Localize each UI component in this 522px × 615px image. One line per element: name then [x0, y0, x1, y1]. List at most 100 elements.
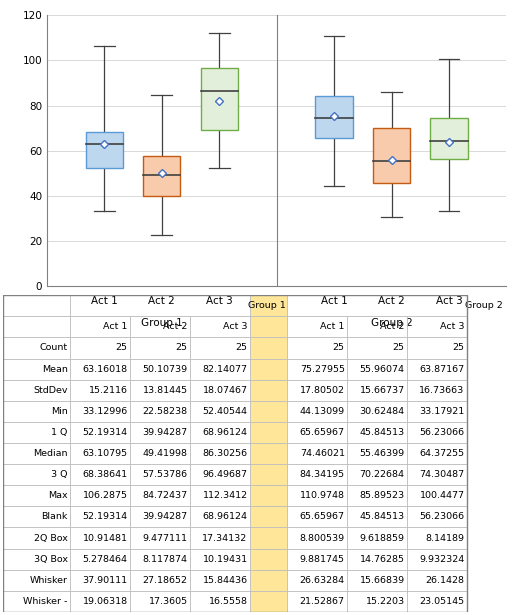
Bar [287, 338, 347, 359]
Text: 84.72437: 84.72437 [143, 491, 187, 500]
Text: 25: 25 [393, 344, 405, 352]
Bar [250, 528, 287, 549]
Text: Whisker -: Whisker - [23, 597, 68, 606]
Text: Max: Max [48, 491, 68, 500]
Bar [250, 549, 287, 569]
Bar [3, 549, 70, 569]
Bar [347, 422, 407, 443]
Text: 45.84513: 45.84513 [360, 512, 405, 522]
Text: 17.80502: 17.80502 [300, 386, 345, 395]
Text: 52.19314: 52.19314 [82, 512, 128, 522]
Text: 57.53786: 57.53786 [143, 470, 187, 479]
Bar [287, 549, 347, 569]
Bar [347, 359, 407, 379]
Bar [407, 443, 467, 464]
Bar [287, 359, 347, 379]
Bar [130, 549, 189, 569]
Text: 52.40544: 52.40544 [203, 407, 247, 416]
Text: 68.96124: 68.96124 [203, 428, 247, 437]
Text: 3 Q: 3 Q [51, 470, 68, 479]
Bar [250, 401, 287, 422]
Bar [3, 506, 70, 528]
Text: 50.10739: 50.10739 [143, 365, 187, 373]
Text: 14.76285: 14.76285 [360, 555, 405, 563]
Bar [70, 422, 130, 443]
Text: 16.73663: 16.73663 [419, 386, 465, 395]
Text: Act 1: Act 1 [321, 322, 345, 331]
Bar [250, 569, 287, 591]
Bar [250, 528, 287, 549]
Bar [407, 379, 467, 401]
Text: 10.19431: 10.19431 [203, 555, 247, 563]
Text: 39.94287: 39.94287 [143, 428, 187, 437]
Bar [315, 96, 353, 138]
Text: 25: 25 [116, 344, 128, 352]
Text: 112.3412: 112.3412 [203, 491, 247, 500]
Text: 37.90111: 37.90111 [82, 576, 128, 585]
Text: 22.58238: 22.58238 [143, 407, 187, 416]
Text: 9.618859: 9.618859 [360, 534, 405, 542]
Text: Blank: Blank [41, 512, 68, 522]
Bar [130, 528, 189, 549]
Bar [287, 485, 347, 506]
Bar [250, 316, 287, 338]
Text: 5.278464: 5.278464 [82, 555, 128, 563]
Bar [250, 443, 287, 464]
Text: 15.66737: 15.66737 [360, 386, 405, 395]
Bar [287, 295, 467, 316]
Bar [189, 443, 250, 464]
Bar [189, 359, 250, 379]
Bar [250, 591, 287, 612]
Text: 86.30256: 86.30256 [203, 449, 247, 458]
Bar [250, 464, 287, 485]
Text: 33.12996: 33.12996 [82, 407, 128, 416]
Bar [407, 359, 467, 379]
Bar [70, 359, 130, 379]
Text: 8.800539: 8.800539 [300, 534, 345, 542]
Bar [3, 528, 70, 549]
Text: 26.1428: 26.1428 [425, 576, 465, 585]
Bar [130, 506, 189, 528]
Bar [70, 591, 130, 612]
Text: 10.91481: 10.91481 [82, 534, 128, 542]
Text: 19.06318: 19.06318 [82, 597, 128, 606]
Bar [130, 338, 189, 359]
Bar [70, 485, 130, 506]
Text: 56.23066: 56.23066 [420, 512, 465, 522]
Bar [407, 338, 467, 359]
Bar [130, 569, 189, 591]
Bar [250, 569, 287, 591]
Bar [287, 464, 347, 485]
Text: 106.2875: 106.2875 [82, 491, 128, 500]
Bar [407, 569, 467, 591]
Bar [70, 464, 130, 485]
Text: 27.18652: 27.18652 [143, 576, 187, 585]
Text: Act 2: Act 2 [381, 322, 405, 331]
Text: 30.62484: 30.62484 [360, 407, 405, 416]
Bar [250, 591, 287, 612]
Bar [287, 316, 347, 338]
Bar [407, 591, 467, 612]
Bar [407, 549, 467, 569]
Bar [373, 128, 410, 183]
Bar [250, 485, 287, 506]
Bar [189, 379, 250, 401]
Bar [130, 443, 189, 464]
Bar [407, 485, 467, 506]
Text: Group 1: Group 1 [247, 301, 286, 310]
Bar [70, 379, 130, 401]
Text: 9.477111: 9.477111 [143, 534, 187, 542]
Bar [250, 549, 287, 569]
Text: 84.34195: 84.34195 [300, 470, 345, 479]
Text: 1 Q: 1 Q [51, 428, 68, 437]
Bar [250, 464, 287, 485]
Bar [70, 528, 130, 549]
Text: Group 2: Group 2 [371, 319, 412, 328]
Bar [3, 338, 70, 359]
Text: 17.3605: 17.3605 [148, 597, 187, 606]
Text: 8.117874: 8.117874 [143, 555, 187, 563]
Bar [287, 591, 347, 612]
Bar [250, 443, 287, 464]
Text: 68.38641: 68.38641 [82, 470, 128, 479]
Text: 18.07467: 18.07467 [203, 386, 247, 395]
